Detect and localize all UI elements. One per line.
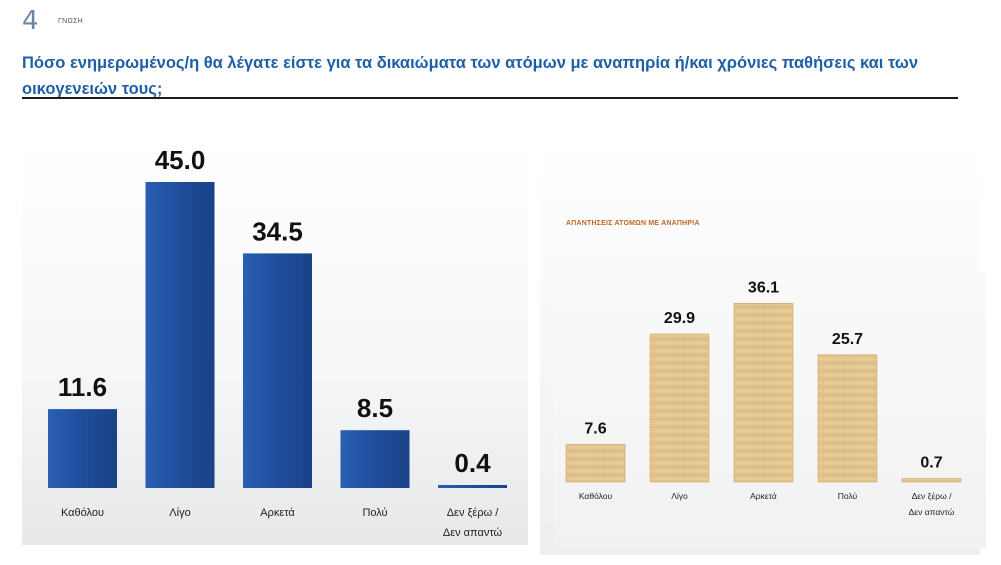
left-chart-value-label-5: 0.4: [454, 448, 491, 478]
left-chart-category-label-5-line-2: Δεν απαντώ: [443, 527, 503, 539]
right-chart-value-label-2: 29.9: [664, 310, 695, 327]
right-chart-category-label-3: Αρκετά: [750, 491, 777, 501]
right-chart-category-label-2: Λίγο: [671, 491, 688, 501]
left-chart-value-label-2: 45.0: [155, 145, 206, 175]
right-chart-category-label-5-line-2: Δεν απαντώ: [909, 507, 955, 517]
right-chart-value-label-5: 0.7: [920, 455, 942, 472]
left-chart-category-label-5-line-1: Δεν ξέρω /: [447, 507, 500, 519]
title-divider: [22, 97, 958, 99]
left-chart-value-label-1: 11.6: [58, 372, 107, 402]
left-chart-category-label-2: Λίγο: [169, 507, 190, 519]
right-chart-category-label-4: Πολύ: [838, 491, 858, 501]
page-title: Πόσο ενημερωμένος/η θα λέγατε είστε για …: [22, 54, 918, 98]
right-chart-value-label-3: 36.1: [748, 279, 779, 296]
left-chart-bar-1: [48, 409, 117, 488]
right-bar-chart: 7.6 Καθόλου 29.9 Λίγο 36.1 Αρκετά 25.7 Πολύ 0.7 Δ…: [565, 279, 962, 517]
left-chart-bar-5: [438, 485, 507, 488]
right-chart-bar-3: [733, 303, 794, 483]
right-chart-category-label-1: Καθόλου: [579, 491, 613, 501]
left-bar-chart: 11.6 Καθόλου 45.0 Λίγο 34.5 Αρκετά 8.5 Πολύ 0.4 Δ…: [48, 145, 507, 539]
left-chart-bar-4: [340, 430, 410, 488]
slide-number: 4: [22, 6, 39, 36]
right-chart-subtitle: ΑΠΑΝΤΗΣΕΙΣ ΑΤΟΜΩΝ ΜΕ ΑΝΑΠΗΡΙΑ: [566, 220, 700, 227]
slide-tag: ΓΝΩΣΗ: [58, 18, 84, 25]
left-chart-category-label-4: Πολύ: [362, 507, 387, 519]
left-chart-bar-3: [243, 253, 312, 488]
left-chart-value-label-4: 8.5: [357, 393, 393, 423]
right-chart-bar-2: [649, 333, 710, 483]
right-chart-category-label-5-line-1: Δεν ξέρω /: [912, 491, 953, 501]
right-chart-bar-4: [817, 354, 878, 483]
left-chart-category-label-1: Καθόλου: [61, 507, 104, 519]
right-chart-value-label-4: 25.7: [832, 331, 863, 348]
right-chart-bar-5: [901, 478, 962, 483]
left-chart-bar-2: [145, 182, 215, 488]
left-chart-value-label-3: 34.5: [252, 216, 303, 246]
right-chart-value-label-1: 7.6: [584, 420, 606, 437]
right-chart-bar-1: [565, 444, 626, 483]
left-chart-category-label-3: Αρκετά: [260, 507, 295, 519]
